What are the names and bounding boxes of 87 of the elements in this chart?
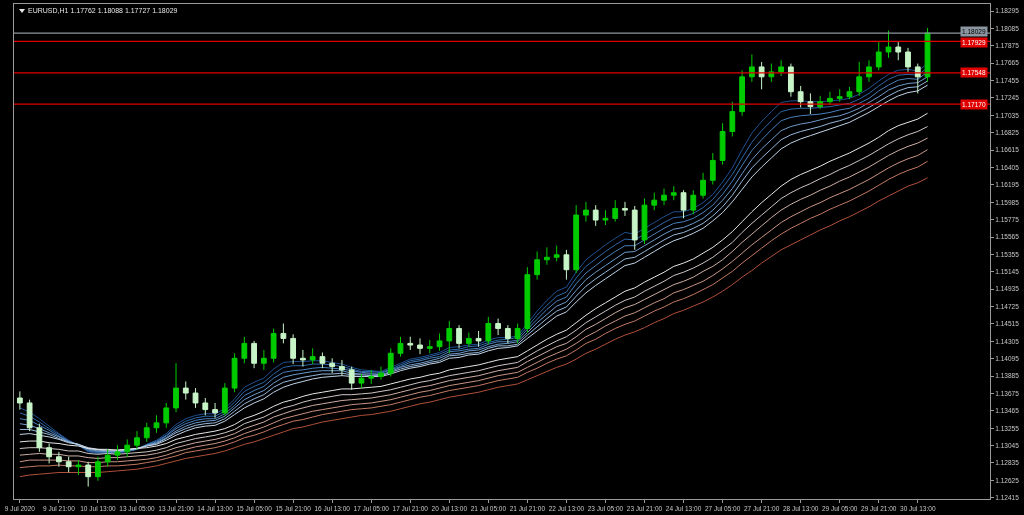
candlestick <box>426 339 433 354</box>
candlestick <box>300 349 306 368</box>
candlestick <box>134 430 140 450</box>
candlestick <box>846 86 853 100</box>
candlestick <box>358 373 365 389</box>
candlestick <box>836 88 843 103</box>
candlestick <box>85 461 92 488</box>
candlestick <box>153 414 160 434</box>
candlestick <box>95 456 101 482</box>
candlestick <box>709 152 716 185</box>
candlestick <box>260 349 267 371</box>
candlestick <box>56 451 62 468</box>
candlestick <box>436 332 443 352</box>
candlestick <box>719 122 726 166</box>
candlestick <box>651 192 658 211</box>
candlestick <box>26 399 33 432</box>
candlestick <box>573 204 580 274</box>
candlestick <box>583 201 589 223</box>
candlestick <box>163 402 170 429</box>
candlestick <box>641 198 648 245</box>
candlestick <box>378 366 384 381</box>
candlestick <box>592 204 599 227</box>
candlestick <box>231 352 238 393</box>
candlestick <box>895 41 902 61</box>
candlestick <box>465 332 472 348</box>
candlestick <box>329 357 336 374</box>
candlestick <box>143 422 150 443</box>
candlestick <box>622 201 628 217</box>
candlestick <box>778 59 785 77</box>
candlestick <box>788 63 794 98</box>
candlestick <box>905 47 911 73</box>
candlestick <box>544 246 550 266</box>
candlestick <box>387 347 394 377</box>
candlestick <box>417 337 423 355</box>
candlestick <box>104 448 111 468</box>
candlestick <box>75 459 82 476</box>
candlestick <box>182 380 189 401</box>
candlestick <box>563 249 570 281</box>
candlestick <box>475 330 482 348</box>
candlestick <box>729 101 736 137</box>
candlestick <box>670 185 677 201</box>
candlestick <box>212 402 218 419</box>
candlestick <box>924 27 931 83</box>
candlestick <box>875 41 882 71</box>
candlestick <box>739 69 745 117</box>
candlestick <box>661 188 667 206</box>
candlestick <box>524 266 531 334</box>
candlestick <box>368 369 375 385</box>
candlestick <box>700 172 706 200</box>
candlestick <box>856 61 863 97</box>
candlestick <box>553 245 560 262</box>
candlestick <box>270 327 277 363</box>
candlestick <box>397 336 404 358</box>
candlestick <box>504 324 511 344</box>
candlestick <box>251 340 257 369</box>
candlestick <box>65 456 72 474</box>
candlestick <box>407 336 414 351</box>
candlestick <box>631 205 638 251</box>
candlestick <box>602 209 609 226</box>
candlestick <box>192 387 199 409</box>
candlestick <box>319 351 326 369</box>
candlestick <box>339 359 345 377</box>
candlestick <box>309 347 316 365</box>
candlestick <box>16 390 23 411</box>
candlestick <box>280 323 287 344</box>
candlestick <box>885 29 892 59</box>
candlestick <box>680 189 687 219</box>
candlestick <box>534 251 541 281</box>
candlestick <box>202 397 209 416</box>
candlestick <box>46 443 53 464</box>
candlestick <box>348 366 355 391</box>
candlestick <box>241 336 248 364</box>
candlestick <box>290 333 297 365</box>
candlestick <box>36 423 43 453</box>
candlestick <box>124 438 131 458</box>
candlestick <box>456 324 462 349</box>
candlestick <box>485 316 492 345</box>
candlestick <box>173 362 179 413</box>
candlestick <box>797 85 804 108</box>
candlestick <box>612 199 619 223</box>
candlestick <box>690 189 697 215</box>
candlestick <box>114 444 121 461</box>
candlestick <box>221 382 228 416</box>
candlestick <box>514 323 521 344</box>
candlestick <box>495 318 501 336</box>
candlestick <box>827 91 833 106</box>
candlestick <box>446 320 453 354</box>
